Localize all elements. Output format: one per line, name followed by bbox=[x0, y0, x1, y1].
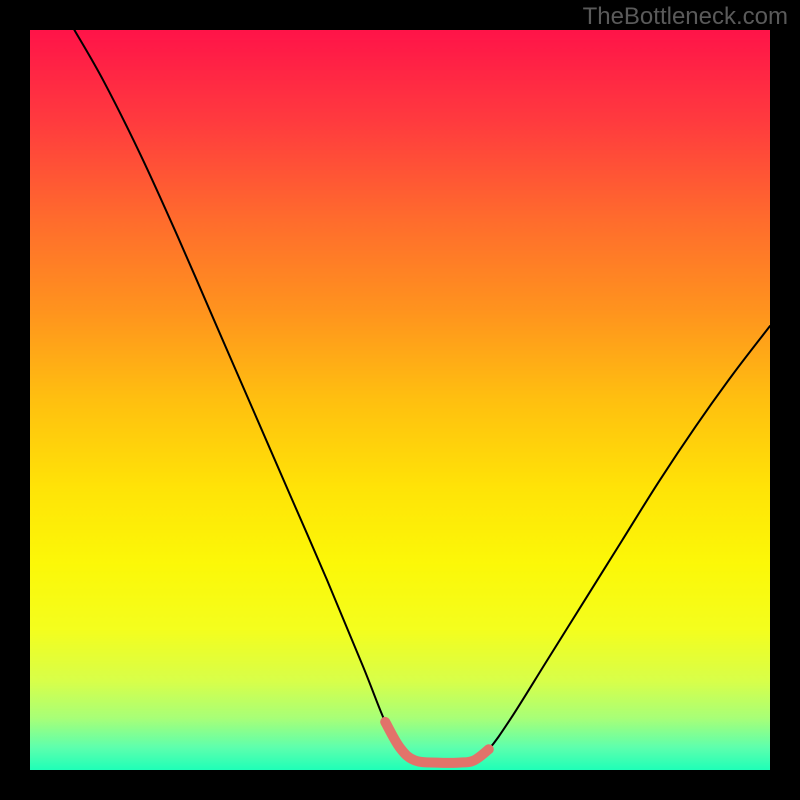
curve-layer bbox=[0, 0, 800, 800]
optimal-range-highlight bbox=[385, 722, 489, 763]
watermark-text: TheBottleneck.com bbox=[583, 3, 788, 31]
bottleneck-curve bbox=[74, 30, 770, 763]
chart-stage: TheBottleneck.com bbox=[0, 0, 800, 800]
